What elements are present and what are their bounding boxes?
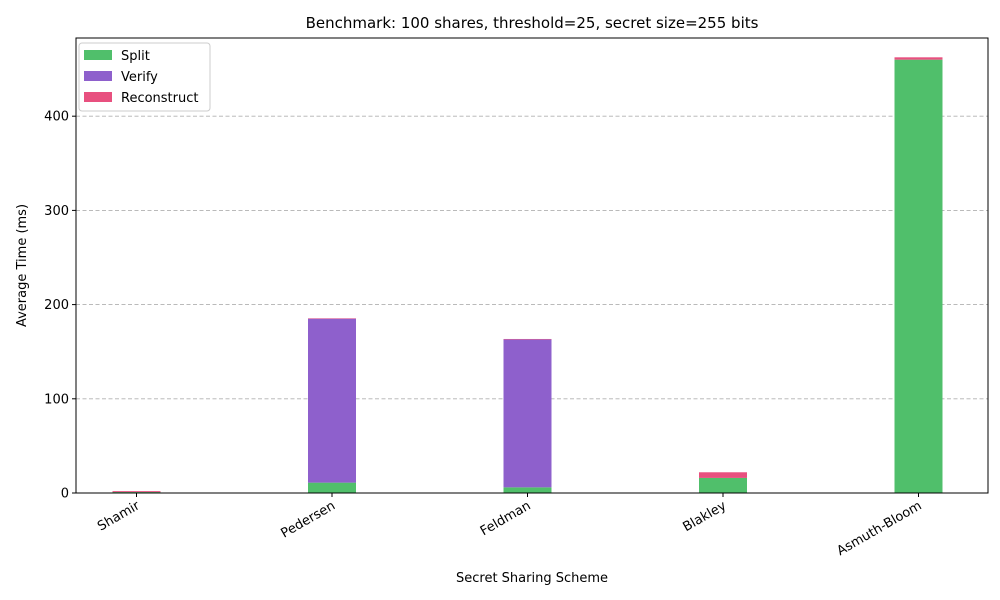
x-tick-label: Pedersen xyxy=(279,498,338,541)
x-tick-label: Feldman xyxy=(478,498,534,539)
bar-reconstruct-blakley xyxy=(699,472,747,478)
bar-split-blakley xyxy=(699,477,747,493)
bar-verify-pedersen xyxy=(308,318,356,483)
legend-label-reconstruct: Reconstruct xyxy=(121,91,199,106)
chart-title: Benchmark: 100 shares, threshold=25, sec… xyxy=(306,14,759,32)
bars xyxy=(112,57,943,494)
legend-swatch-verify xyxy=(84,71,112,81)
x-tick-label: Asmuth-Bloom xyxy=(835,498,925,559)
y-tick-label: 300 xyxy=(44,204,69,219)
bar-verify-feldman xyxy=(503,339,552,488)
bar-split-asmuth-bloom xyxy=(894,59,943,494)
x-axis-ticks: Shamir Pedersen Feldman Blakley Asmuth-Bloom xyxy=(95,493,925,559)
x-tick-label: Blakley xyxy=(681,498,730,535)
bar-reconstruct-asmuth-bloom xyxy=(894,57,943,60)
y-tick-label: 0 xyxy=(61,487,69,502)
plot-frame xyxy=(75,37,989,494)
bar-reconstruct-shamir xyxy=(112,491,161,493)
bar-split-pedersen xyxy=(308,482,356,493)
y-tick-label: 400 xyxy=(44,110,69,125)
y-axis-ticks: 0 100 200 300 400 xyxy=(44,110,76,502)
y-tick-label: 200 xyxy=(44,298,69,313)
legend-swatch-reconstruct xyxy=(84,92,112,102)
legend-label-split: Split xyxy=(121,49,150,64)
y-tick-label: 100 xyxy=(44,392,69,407)
y-axis-title: Average Time (ms) xyxy=(15,204,30,327)
legend-swatch-split xyxy=(84,50,112,60)
legend-label-verify: Verify xyxy=(121,70,158,85)
legend: Split Verify Reconstruct xyxy=(78,42,211,112)
x-axis-title: Secret Sharing Scheme xyxy=(456,571,608,586)
bar-split-feldman xyxy=(503,487,552,493)
x-tick-label: Shamir xyxy=(95,498,143,534)
